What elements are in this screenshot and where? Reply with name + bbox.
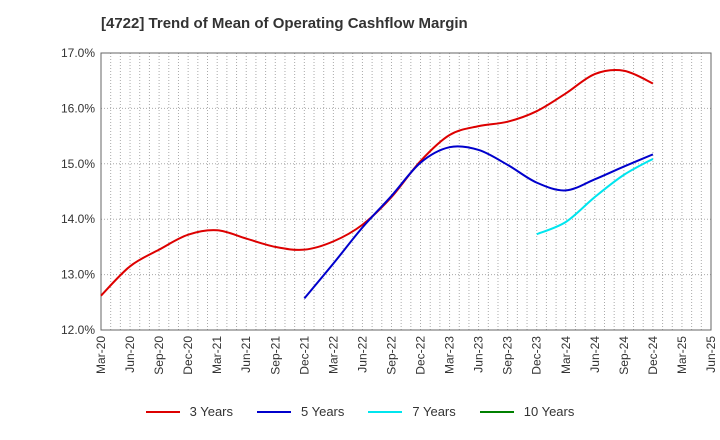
legend-swatch-3-years (145, 410, 180, 413)
y-tick-label: 13.0% (61, 268, 95, 282)
legend-item-7-years: 7 Years (368, 404, 456, 419)
x-tick-label: Mar-20 (94, 336, 108, 374)
y-tick-label: 17.0% (61, 46, 95, 60)
series-line-3-years (100, 69, 654, 297)
x-tick-label: Mar-25 (675, 336, 689, 374)
legend: 3 Years 5 Years 7 Years 10 Years (0, 404, 720, 419)
x-tick-label: Mar-23 (443, 336, 457, 374)
x-tick-label: Dec-23 (530, 336, 544, 375)
y-tick-label: 12.0% (61, 323, 95, 337)
x-tick-label: Dec-21 (297, 336, 311, 375)
chart-title: [4722] Trend of Mean of Operating Cashfl… (101, 15, 468, 32)
x-tick-label: Jun-20 (123, 336, 137, 373)
y-tick-label: 14.0% (61, 212, 95, 226)
x-tick-label: Jun-25 (704, 336, 718, 373)
legend-swatch-7-years (368, 410, 403, 413)
x-tick-label: Mar-21 (210, 336, 224, 374)
x-tick-label: Jun-24 (588, 336, 602, 373)
x-tick-label: Sep-24 (617, 336, 631, 375)
legend-swatch-5-years (257, 410, 291, 413)
x-tick-label: Mar-24 (559, 336, 573, 374)
x-tick-label: Dec-20 (181, 336, 195, 375)
series-line-5-years (303, 145, 654, 300)
legend-label-7-years: 7 Years (412, 404, 456, 419)
y-tick-label: 15.0% (61, 157, 95, 171)
plot-area-border (100, 52, 712, 331)
x-tick-label: Jun-21 (239, 336, 253, 373)
legend-item-10-years: 10 Years (479, 404, 575, 419)
legend-swatch-10-years (479, 410, 514, 413)
x-tick-label: Sep-21 (268, 336, 282, 375)
x-tick-label: Dec-22 (414, 336, 428, 375)
x-tick-label: Dec-24 (646, 336, 660, 375)
legend-label-5-years: 5 Years (301, 404, 345, 419)
x-tick-label: Sep-22 (384, 336, 398, 375)
legend-label-10-years: 10 Years (523, 404, 575, 419)
x-tick-label: Jun-22 (355, 336, 369, 373)
x-tick-label: Sep-20 (152, 336, 166, 375)
legend-label-3-years: 3 Years (189, 404, 233, 419)
legend-item-5-years: 5 Years (257, 404, 344, 419)
y-tick-label: 16.0% (61, 101, 95, 115)
x-tick-label: Sep-23 (501, 336, 515, 375)
x-tick-label: Jun-23 (472, 336, 486, 373)
x-tick-label: Mar-22 (326, 336, 340, 374)
legend-item-3-years: 3 Years (145, 404, 233, 419)
series-line-7-years (536, 157, 654, 236)
